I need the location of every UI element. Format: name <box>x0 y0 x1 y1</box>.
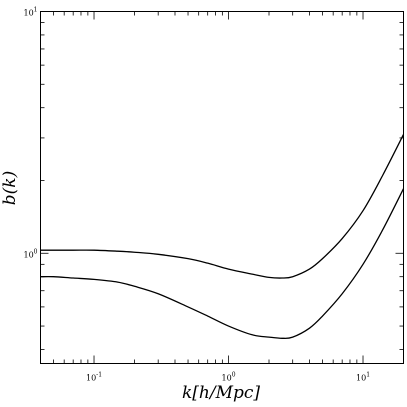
y-tick-label: 100 <box>23 248 37 259</box>
plot-frame <box>40 11 404 364</box>
ticks <box>40 11 404 364</box>
x-tick-label: 10-1 <box>86 372 102 383</box>
x-tick-label: 101 <box>356 372 370 383</box>
y-axis-label: b(k) <box>0 171 20 205</box>
x-tick-label: 100 <box>222 372 236 383</box>
curves <box>40 134 405 340</box>
y-tick-label: 101 <box>23 7 37 18</box>
series-line-2 <box>40 188 405 340</box>
x-axis-label: k[h/Mpc] <box>182 383 260 403</box>
series-line-1 <box>40 134 405 279</box>
tick-labels: 10-1 100 101 100 101 <box>23 7 370 383</box>
